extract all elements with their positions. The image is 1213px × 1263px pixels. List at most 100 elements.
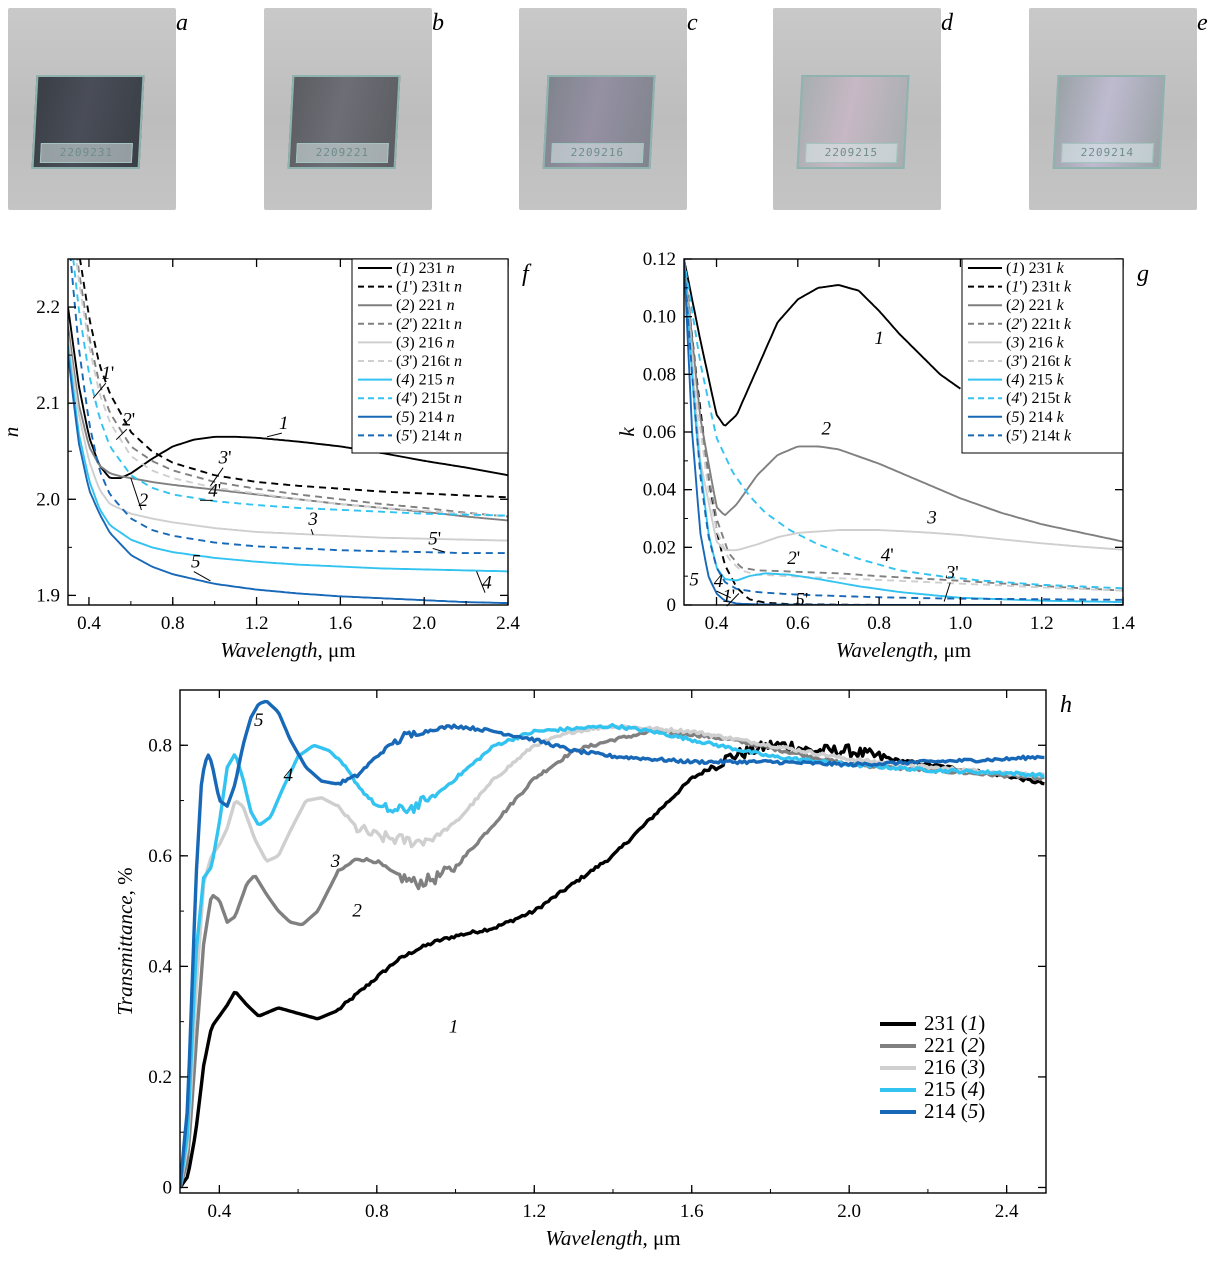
legend-entry: 215 (4) xyxy=(924,1077,985,1101)
curve-label: 3' xyxy=(218,448,232,469)
legend-entry: 221 (2) xyxy=(924,1033,985,1057)
x-tick-label: 1.2 xyxy=(522,1201,546,1222)
legend-entry: (2) 221 k xyxy=(1006,297,1065,314)
legend-entry: (2') 221t n xyxy=(396,316,462,333)
panel-letter-h: h xyxy=(1060,692,1072,718)
panel-letter-d: d xyxy=(941,10,953,36)
sample-photo-d: 2209215 xyxy=(773,8,941,210)
legend-entry: 214 (5) xyxy=(924,1099,985,1123)
x-tick-label: 1.6 xyxy=(680,1201,704,1222)
annotation-leader xyxy=(432,547,446,553)
y-tick-label: 0.4 xyxy=(148,956,172,977)
y-tick-label: 2.1 xyxy=(36,393,60,414)
annotation-leader xyxy=(92,382,107,399)
series-line-215-k xyxy=(684,259,1123,604)
legend-box xyxy=(961,258,1124,454)
sample-photo-b: 2209221 xyxy=(264,8,432,210)
y-tick-label: 0.8 xyxy=(148,735,172,756)
y-axis-label: Transmittance, % xyxy=(113,867,137,1015)
curve-label: 5' xyxy=(428,528,441,549)
curve-label: 2 xyxy=(139,490,149,511)
legend-entry: (1) 231 n xyxy=(396,260,455,277)
annotation-leader xyxy=(310,529,314,536)
series-line-215-n xyxy=(68,345,508,573)
curve-label: 1 xyxy=(279,413,289,434)
x-axis-label: Wavelength, μm xyxy=(545,1226,680,1250)
legend-entry: (4') 215t n xyxy=(396,390,462,407)
x-axis-label: Wavelength, μm xyxy=(836,638,971,662)
x-tick-label: 1.2 xyxy=(1030,613,1054,634)
panel-letter-b: b xyxy=(432,10,444,36)
sample-photo-e: 2209214 xyxy=(1029,8,1197,210)
y-tick-label: 0.10 xyxy=(643,307,676,328)
curve-label: 4' xyxy=(208,480,221,501)
legend-entry: (1') 231t k xyxy=(1006,279,1072,296)
legend-entry: (2) 221 n xyxy=(396,297,455,314)
series-line-216-n xyxy=(68,335,508,542)
series-line-215t-k xyxy=(684,259,1123,590)
x-tick-label: 2.4 xyxy=(995,1201,1019,1222)
panel-letter-a: a xyxy=(176,10,188,36)
curve-label: 4 xyxy=(284,765,294,786)
annotation-leader xyxy=(476,571,486,593)
legend-entry: (4') 215t k xyxy=(1006,390,1072,407)
curve-label: 2' xyxy=(122,409,135,430)
x-tick-label: 2.0 xyxy=(412,613,436,634)
curve-label: 5' xyxy=(795,590,808,611)
y-tick-label: 0.06 xyxy=(643,422,676,443)
legend-entry: (5) 214 k xyxy=(1006,409,1065,426)
legend-entry: (3') 216t k xyxy=(1006,353,1072,370)
chart-h: 0.4 0.8 1.2 1.6 2.0 2.4 0 0.2 0.4 0.6 0.8 Wavelengt… xyxy=(113,689,1072,1250)
series-line-215t-n xyxy=(72,259,508,517)
curve-label: 3 xyxy=(330,851,341,872)
legend-entry: (5') 214t n xyxy=(396,427,462,444)
annotation-leader xyxy=(115,428,128,441)
legend-entry: (3') 216t n xyxy=(396,353,462,370)
x-tick-label: 0.4 xyxy=(705,613,729,634)
panel-letter-c: c xyxy=(687,10,698,36)
y-tick-label: 0 xyxy=(667,595,677,616)
x-tick-label: 2.4 xyxy=(496,613,520,634)
series-line-214t-n xyxy=(69,259,508,555)
curve-label: 4 xyxy=(482,573,492,594)
x-tick-label: 1.2 xyxy=(245,613,269,634)
x-tick-label: 1.0 xyxy=(949,613,973,634)
legend-entry: (2') 221t k xyxy=(1006,316,1072,333)
series-line-214t-k xyxy=(684,259,1123,601)
x-tick-label: 1.4 xyxy=(1111,613,1135,634)
x-axis-label: Wavelength, μm xyxy=(220,638,355,662)
panel-letter-e: e xyxy=(1197,10,1208,36)
y-axis-label: k xyxy=(615,427,639,437)
curve-label: 5 xyxy=(191,552,201,573)
chart-f: 0.4 0.8 1.2 1.6 2.0 2.4 1.9 2.0 2.1 2.2 Wavelength… xyxy=(0,258,532,662)
sample-photo-c: 2209216 xyxy=(519,8,687,210)
curve-label: 2 xyxy=(822,418,832,439)
curve-label: 3 xyxy=(307,509,318,530)
curve-label: 5 xyxy=(254,710,264,731)
y-tick-label: 0.6 xyxy=(148,846,172,867)
annotation-leader xyxy=(193,571,211,582)
legend-entry: (4) 215 n xyxy=(396,372,455,389)
chart-g: 0.4 0.6 0.8 1.0 1.2 1.4 0 0.02 0.04 0.06 0.08 0.10 0… xyxy=(615,249,1149,662)
legend-entry: (5') 214t k xyxy=(1006,427,1072,444)
annotation-leader xyxy=(716,590,731,599)
curve-label: 5 xyxy=(689,569,699,590)
curve-label: 3' xyxy=(945,562,959,583)
curve-label: 2' xyxy=(787,548,800,569)
curve-label: 4' xyxy=(881,545,894,566)
series-line-231-k xyxy=(684,259,961,427)
curve-label: 1' xyxy=(722,586,735,607)
x-tick-label: 0.4 xyxy=(77,613,101,634)
x-tick-label: 0.8 xyxy=(365,1201,389,1222)
series-line-231t-n xyxy=(79,259,508,499)
y-tick-label: 1.9 xyxy=(36,585,60,606)
x-tick-label: 2.0 xyxy=(837,1201,861,1222)
x-tick-label: 0.4 xyxy=(207,1201,231,1222)
annotation-leader xyxy=(726,593,740,607)
panel-letter-f: f xyxy=(522,261,532,287)
curve-label: 4 xyxy=(714,571,724,592)
x-tick-label: 0.8 xyxy=(161,613,185,634)
series-line-214-n xyxy=(68,354,508,605)
curve-label: 1' xyxy=(101,363,114,384)
annotation-leader xyxy=(130,477,142,511)
